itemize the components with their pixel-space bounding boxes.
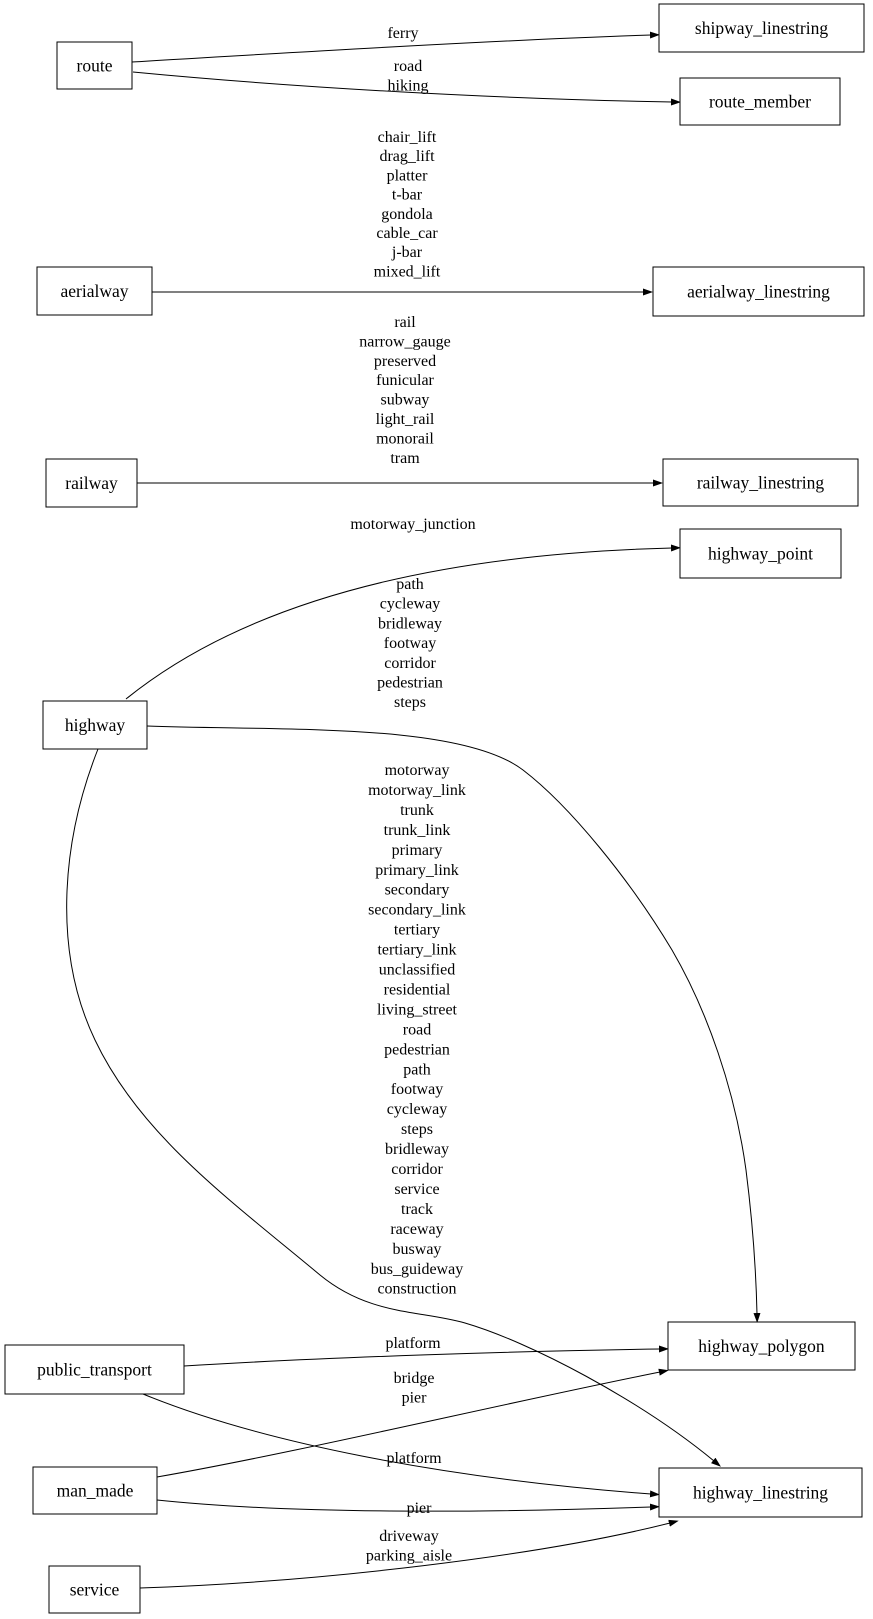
svg-text:highway_polygon: highway_polygon [698,1336,825,1356]
edge-label-aerialway-values: chair_lift drag_lift platter t-bar gondola ca… [374,129,441,280]
node-railway: railway [45,458,138,508]
edge-label-highway-linestring-values: motorway motorway_link trunk trunk_link prim… [368,762,466,1298]
edge-label-highway-polygon-values: path cycleway bridleway footway corridor pede… [377,576,443,711]
edge-highway-highway_polygon [146,725,761,1323]
node-public_transport: public_transport [4,1344,185,1395]
node-highway_polygon: highway_polygon [667,1321,856,1371]
node-aerialway: aerialway [36,266,153,316]
edge-man_made-highway_linestring [156,1499,660,1512]
edge-label-motorway_junction: motorway_junction [350,516,475,533]
edge-label-ferry: ferry [387,25,418,42]
node-man_made: man_made [32,1466,158,1515]
svg-text:highway: highway [65,715,126,735]
edge-label-pier: pier [407,1500,433,1517]
node-route_member: route_member [679,77,841,126]
svg-text:railway: railway [65,473,118,493]
edge-label-driveway-parking_aisle: driveway parking_aisle [366,1528,452,1564]
edge-label-platform-linestring: platform [386,1450,442,1467]
svg-text:aerialway_linestring: aerialway_linestring [687,282,830,302]
svg-text:highway_linestring: highway_linestring [693,1483,828,1503]
node-aerialway_linestring: aerialway_linestring [652,266,865,317]
node-highway_point: highway_point [679,528,842,579]
svg-text:service: service [70,1580,120,1600]
edge-public_transport-highway_polygon [183,1345,669,1367]
edge-label-railway-values: rail narrow_gauge preserved funicular subway… [359,314,451,467]
node-highway: highway [42,700,148,750]
edge-highway-highway_linestring [66,748,721,1467]
node-route: route [56,41,133,90]
node-highway_linestring: highway_linestring [658,1467,863,1518]
svg-text:aerialway: aerialway [60,281,128,301]
node-shipway_linestring: shipway_linestring [658,3,865,53]
edge-label-bridge-pier: bridge pier [394,1370,435,1406]
edge-route-route_member [132,71,681,106]
svg-text:man_made: man_made [57,1481,134,1501]
svg-text:railway_linestring: railway_linestring [697,473,825,493]
edge-service-highway_linestring [139,1519,679,1589]
edge-label-road-hiking: road hiking [388,58,429,94]
svg-text:highway_point: highway_point [708,544,813,564]
edge-label-platform-polygon: platform [385,1335,441,1352]
svg-text:public_transport: public_transport [37,1360,152,1380]
svg-text:route: route [77,56,113,76]
edge-highway-highway_point [125,544,681,700]
node-railway_linestring: railway_linestring [662,458,859,507]
node-service: service [48,1565,141,1614]
edge-public_transport-highway_linestring [142,1393,660,1498]
svg-text:shipway_linestring: shipway_linestring [695,18,828,38]
edge-man_made-highway_polygon [156,1368,669,1478]
edge-route-shipway_linestring [131,31,660,63]
svg-text:route_member: route_member [709,92,811,112]
